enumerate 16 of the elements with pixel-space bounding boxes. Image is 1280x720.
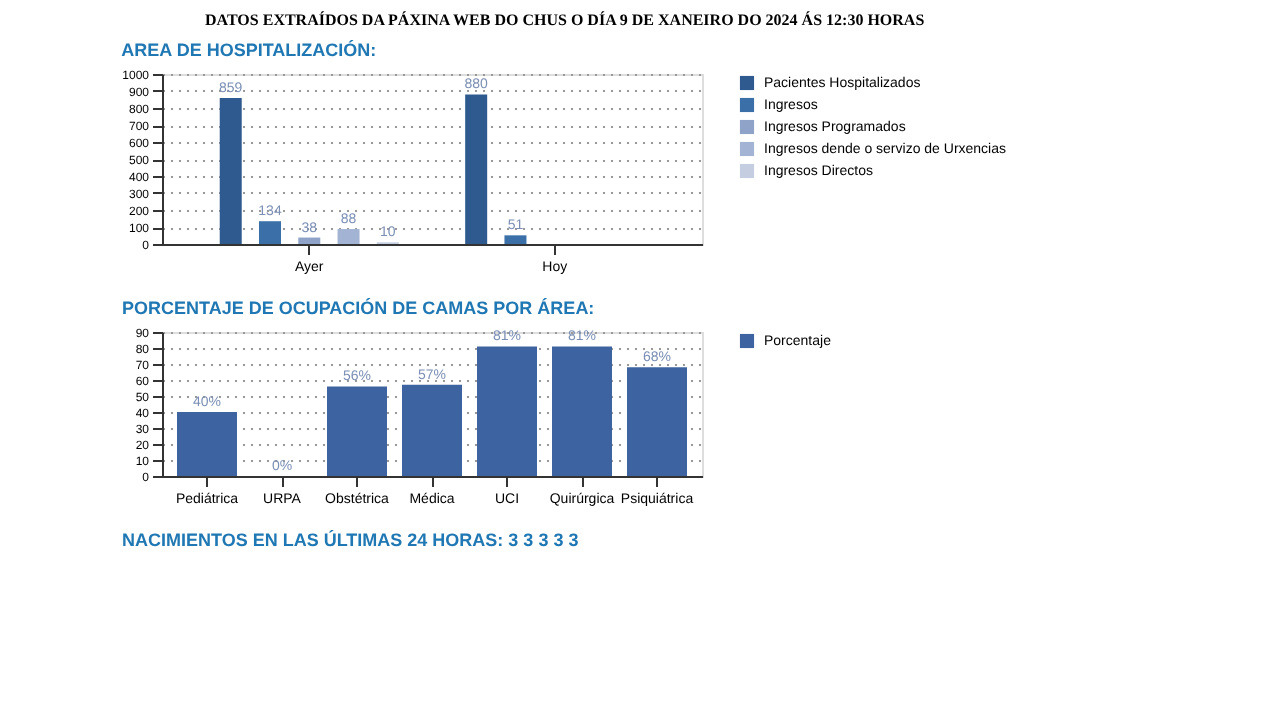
bar bbox=[627, 367, 687, 476]
bar bbox=[259, 221, 281, 244]
bar bbox=[465, 94, 488, 244]
text: NACIMIENTOS EN LAS ÚLTIMAS 24 HORAS: 3 3 3 3 3 bbox=[122, 530, 579, 550]
chart-title: PORCENTAJE DE OCUPACIÓN DE CAMAS POR ÁREA: bbox=[122, 298, 595, 318]
bar bbox=[477, 346, 537, 476]
bar bbox=[219, 97, 242, 244]
bar bbox=[402, 384, 462, 476]
text: DATOS EXTRAÍDOS DA PÁXINA WEB DO CHUS O DÍA 9 DE XANEIRO DO 2024 ÁS 12:30 HORAS bbox=[205, 11, 926, 29]
bar bbox=[298, 237, 321, 244]
bar bbox=[337, 229, 360, 244]
bar bbox=[327, 386, 387, 476]
bar bbox=[552, 346, 612, 476]
bar bbox=[504, 235, 527, 244]
chart-title: AREA DE HOSPITALIZACIÓN: bbox=[121, 40, 377, 60]
bar bbox=[177, 412, 237, 476]
